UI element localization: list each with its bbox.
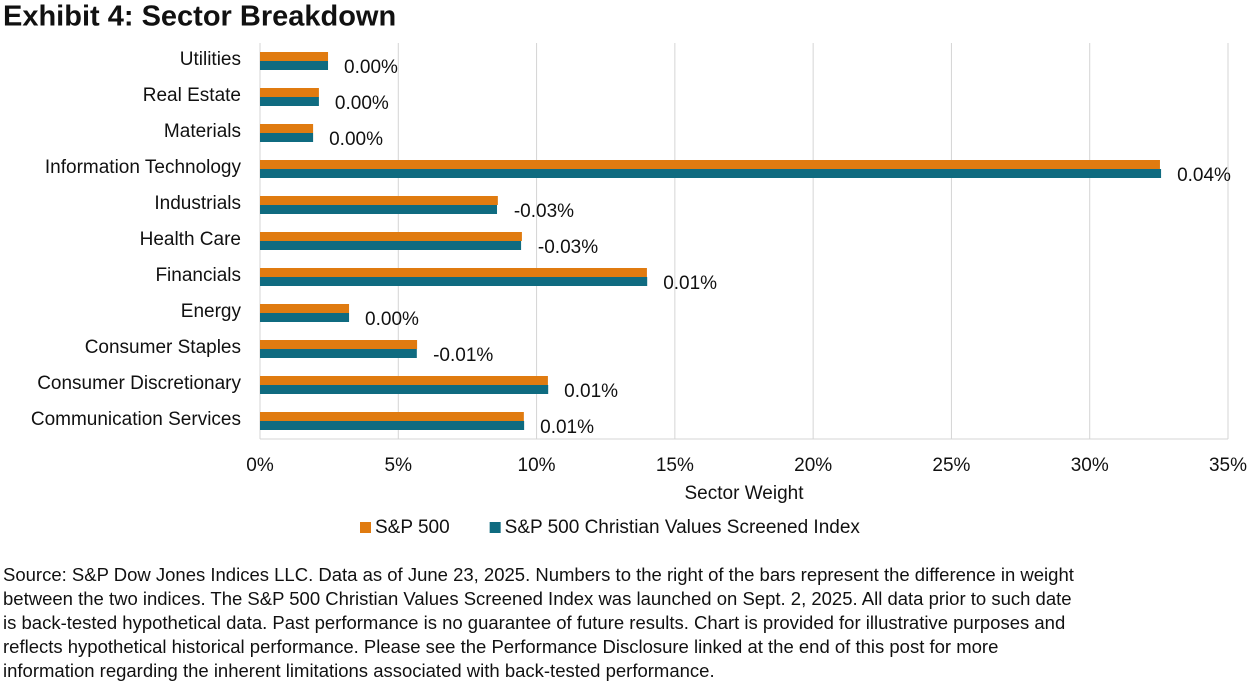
difference-label: 0.04% [1177, 165, 1231, 186]
bar [260, 385, 549, 394]
bar [260, 421, 525, 430]
x-tick-label: 0% [246, 455, 274, 476]
bar [260, 277, 648, 286]
footnote: Source: S&P Dow Jones Indices LLC. Data … [3, 564, 1074, 585]
bar [260, 268, 647, 277]
legend-swatch [489, 522, 501, 533]
bar [260, 133, 314, 142]
bar [260, 61, 329, 70]
x-tick-label: 10% [518, 455, 556, 476]
bar [260, 304, 350, 313]
bar [260, 412, 524, 421]
bar [260, 205, 498, 214]
bar [260, 313, 350, 322]
y-tick-label: Information Technology [45, 157, 242, 178]
x-tick-label: 35% [1209, 455, 1247, 476]
difference-label: -0.03% [514, 201, 574, 222]
bar [260, 169, 1162, 178]
x-tick-label: 20% [794, 455, 832, 476]
y-tick-label: Materials [164, 121, 241, 142]
y-tick-label: Consumer Staples [85, 337, 241, 358]
bar [260, 340, 418, 349]
bar [260, 349, 417, 358]
bar [260, 124, 314, 133]
y-tick-label: Financials [155, 265, 241, 286]
y-tick-label: Real Estate [143, 85, 241, 106]
difference-label: 0.00% [365, 309, 419, 330]
difference-label: -0.03% [538, 237, 598, 258]
difference-label: 0.00% [335, 93, 389, 114]
bar [260, 232, 522, 241]
difference-label: 0.00% [329, 129, 383, 150]
bar [260, 52, 329, 61]
x-tick-label: 25% [932, 455, 970, 476]
difference-label: -0.01% [433, 345, 493, 366]
x-tick-label: 30% [1071, 455, 1109, 476]
footnote: is back-tested hypothetical data. Past p… [3, 612, 1065, 633]
bar [260, 97, 319, 106]
x-tick-label: 15% [656, 455, 694, 476]
difference-label: 0.01% [663, 273, 717, 294]
difference-label: 0.00% [344, 57, 398, 78]
bar [260, 160, 1160, 169]
x-axis-label: Sector Weight [685, 483, 805, 504]
y-tick-label: Energy [181, 301, 242, 322]
difference-label: 0.01% [564, 381, 618, 402]
bar [260, 88, 319, 97]
bar [260, 241, 522, 250]
x-tick-label: 5% [385, 455, 413, 476]
y-tick-label: Communication Services [31, 409, 241, 430]
footnote: between the two indices. The S&P 500 Chr… [3, 588, 1072, 609]
footnote: information regarding the inherent limit… [3, 660, 715, 681]
legend-label: S&P 500 Christian Values Screened Index [505, 517, 861, 538]
y-tick-label: Consumer Discretionary [37, 373, 241, 394]
y-tick-label: Utilities [180, 49, 241, 70]
difference-label: 0.01% [540, 417, 594, 438]
legend-label: S&P 500 [375, 517, 450, 538]
footnote: reflects hypothetical historical perform… [3, 636, 998, 657]
bar [260, 376, 548, 385]
bar [260, 196, 498, 205]
y-tick-label: Industrials [154, 193, 241, 214]
y-tick-label: Health Care [140, 229, 241, 250]
chart-title: Exhibit 4: Sector Breakdown [3, 1, 396, 33]
legend-swatch [360, 522, 371, 533]
